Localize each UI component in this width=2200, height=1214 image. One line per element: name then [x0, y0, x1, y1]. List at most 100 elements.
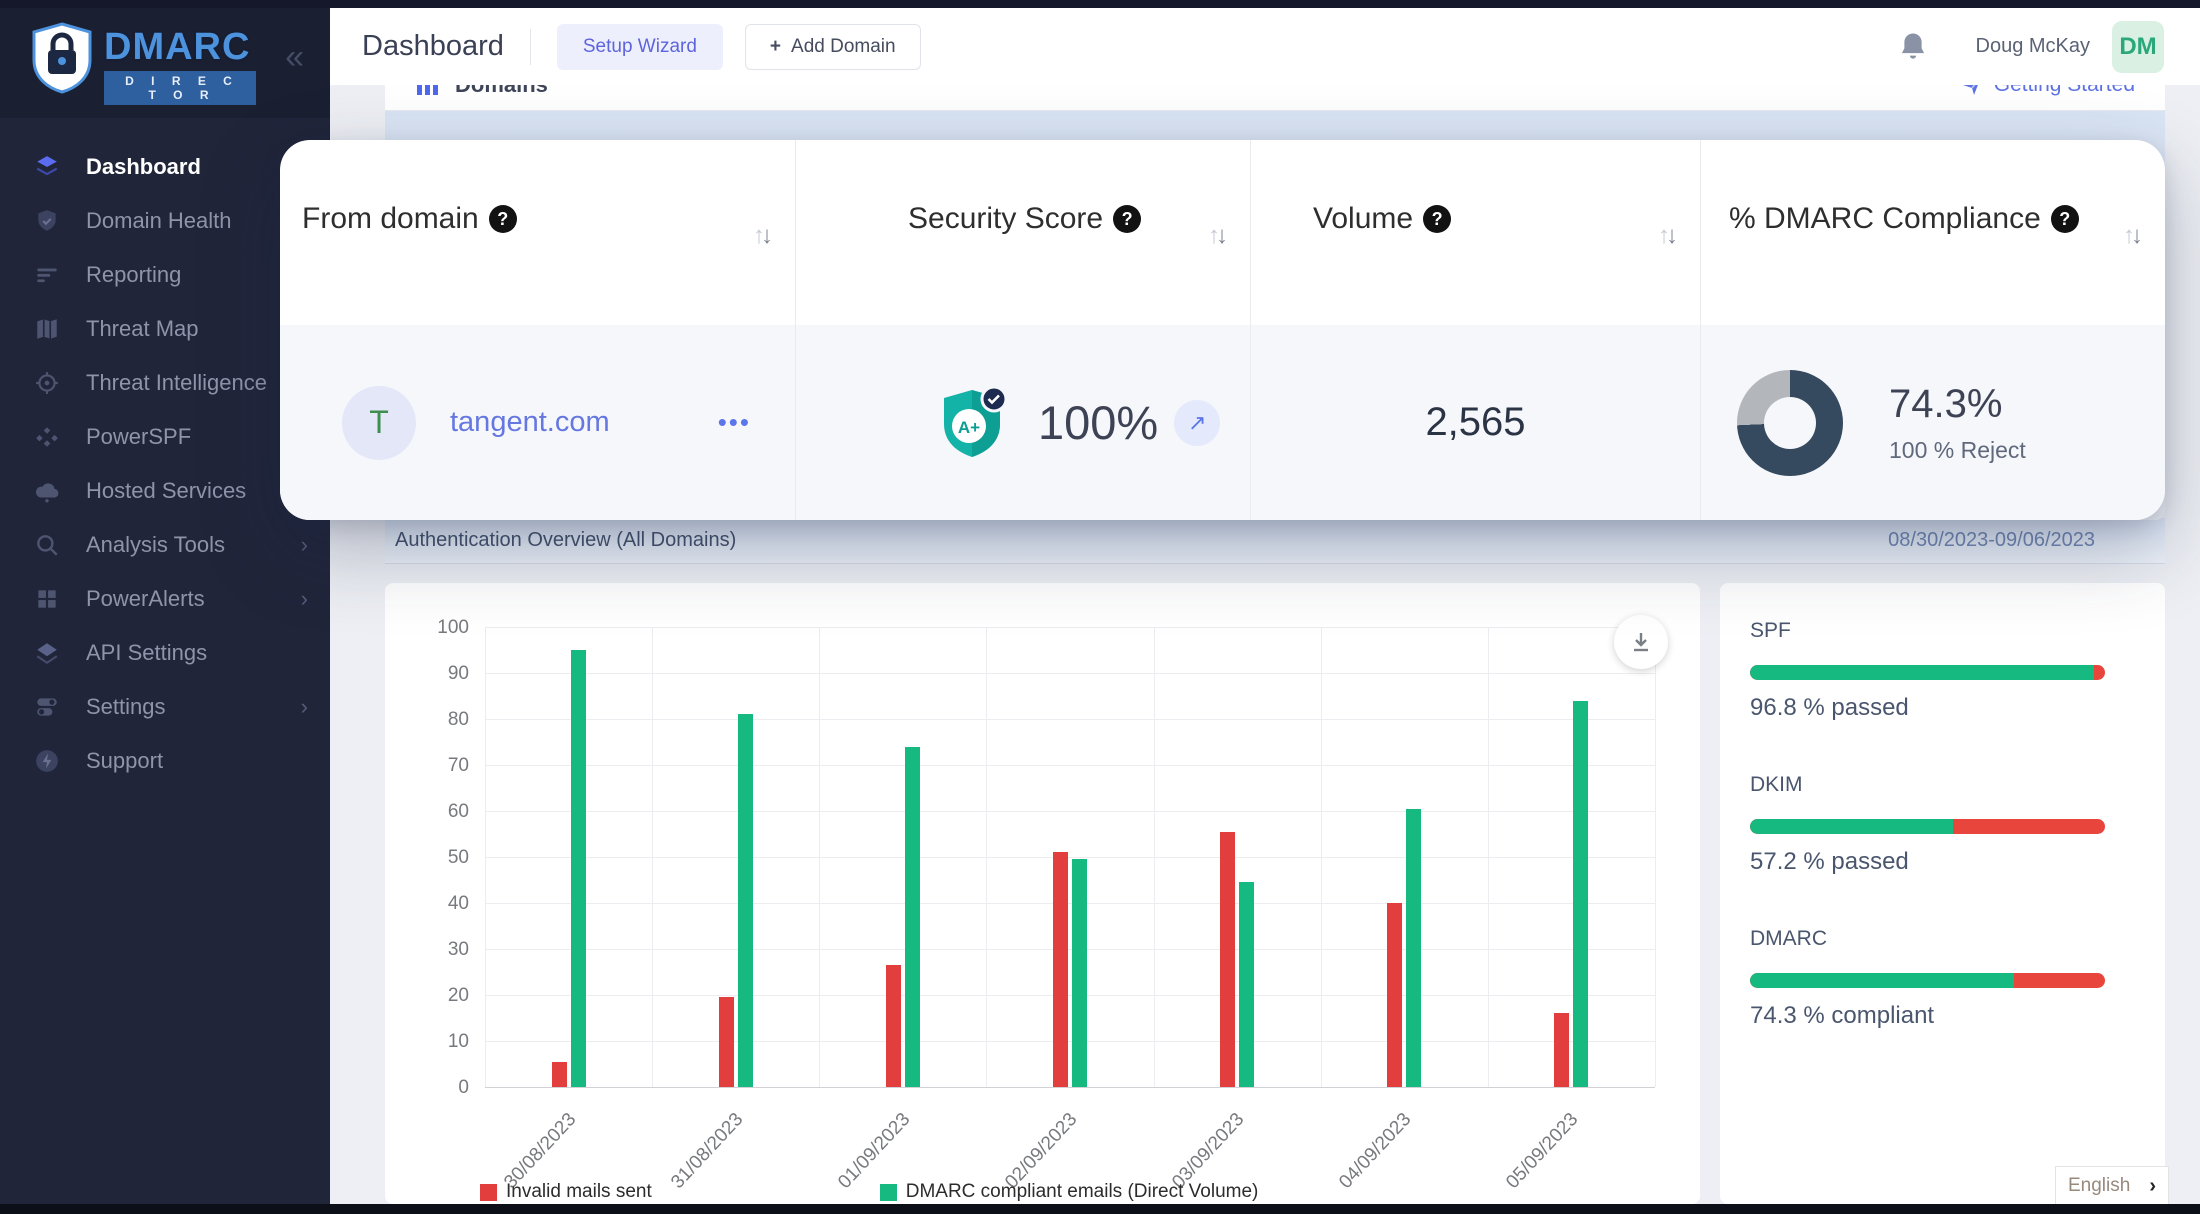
domain-table-popup: From domain ? ↑↓ Security Score ? ↑↓ Vol…: [280, 140, 2165, 520]
y-axis-tick: 20: [421, 985, 469, 1007]
chart-download-button[interactable]: [1614, 615, 1668, 669]
column-label: Security Score: [908, 202, 1103, 236]
table-row-security-score-cell: A+ 100% ↗: [795, 325, 1250, 520]
sidebar-item-api-settings[interactable]: API Settings: [0, 626, 330, 680]
help-icon[interactable]: ?: [1113, 205, 1141, 233]
chart-bar[interactable]: [1239, 882, 1254, 1087]
overview-date-range[interactable]: 08/30/2023-09/06/2023: [1888, 529, 2095, 552]
chart-legend: Invalid mails sent DMARC compliant email…: [480, 1181, 1258, 1203]
logo: DMARC D I R E C T O R «: [0, 0, 330, 118]
chart-bar[interactable]: [1072, 859, 1087, 1087]
chart-bar[interactable]: [738, 714, 753, 1087]
authentication-overview-band: Authentication Overview (All Domains) 08…: [385, 518, 2165, 564]
sidebar-item-analysis-tools[interactable]: Analysis Tools ›: [0, 518, 330, 572]
dkim-progress-bar: [1750, 819, 2105, 834]
legend-swatch: [480, 1184, 497, 1201]
sidebar-item-support[interactable]: Support: [0, 734, 330, 788]
column-header-dmarc-compliance[interactable]: % DMARC Compliance ? ↑↓: [1700, 140, 2165, 325]
chart-bar[interactable]: [905, 747, 920, 1087]
setup-wizard-button[interactable]: Setup Wizard: [557, 24, 723, 70]
avatar[interactable]: DM: [2112, 21, 2164, 73]
brand-name: DMARC: [104, 26, 256, 69]
column-header-from-domain[interactable]: From domain ? ↑↓: [280, 140, 795, 325]
help-icon[interactable]: ?: [489, 205, 517, 233]
y-axis-tick: 70: [421, 755, 469, 777]
y-axis-tick: 30: [421, 939, 469, 961]
chart-bar[interactable]: [1053, 852, 1068, 1087]
add-domain-button[interactable]: +Add Domain: [745, 24, 921, 70]
shield-check-icon: [34, 208, 60, 234]
volume-value: 2,565: [1425, 400, 1525, 445]
sort-arrows[interactable]: ↑↓: [1208, 222, 1224, 250]
chart-bar[interactable]: [1220, 832, 1235, 1087]
legend-swatch: [880, 1184, 897, 1201]
help-icon[interactable]: ?: [1423, 205, 1451, 233]
row-menu-dots-icon[interactable]: •••: [718, 407, 751, 438]
sort-arrows[interactable]: ↑↓: [753, 222, 769, 250]
report-lines-icon: [34, 262, 60, 288]
security-score-value: 100%: [1038, 395, 1158, 450]
y-axis-tick: 90: [421, 663, 469, 685]
column-header-security-score[interactable]: Security Score ? ↑↓: [795, 140, 1250, 325]
brand-subtitle: D I R E C T O R: [104, 71, 256, 105]
map-icon: [34, 316, 60, 342]
chevron-right-icon: ›: [2149, 1175, 2156, 1198]
compliance-percent: 74.3%: [1889, 382, 2026, 427]
chart-plot: 010203040506070809010030/08/202331/08/20…: [485, 627, 1655, 1087]
y-axis-tick: 50: [421, 847, 469, 869]
target-icon: [34, 370, 60, 396]
authentication-chart-card: 010203040506070809010030/08/202331/08/20…: [385, 583, 1700, 1204]
chart-bar[interactable]: [1573, 701, 1588, 1087]
help-icon[interactable]: ?: [2051, 205, 2079, 233]
notifications-bell-icon[interactable]: [1898, 31, 1928, 63]
x-axis-tick: 04/09/2023: [1318, 1109, 1416, 1212]
screen: DMARC D I R E C T O R « Dashboard Domain…: [0, 0, 2200, 1214]
column-header-volume[interactable]: Volume ? ↑↓: [1250, 140, 1700, 325]
chart-bar[interactable]: [719, 997, 734, 1087]
page-title: Dashboard: [362, 30, 504, 63]
sidebar-item-settings[interactable]: Settings ›: [0, 680, 330, 734]
auth-results-panel: SPF 96.8 % passed DKIM 57.2 % passed DMA…: [1720, 583, 2165, 1204]
chart-bar[interactable]: [571, 650, 586, 1087]
divider: [530, 29, 531, 65]
metric-bar-fill: [1750, 819, 1953, 834]
y-axis-tick: 40: [421, 893, 469, 915]
y-axis-tick: 10: [421, 1031, 469, 1053]
chart-bar[interactable]: [1387, 903, 1402, 1087]
y-axis-tick: 100: [421, 617, 469, 639]
sidebar-item-poweralerts[interactable]: PowerAlerts ›: [0, 572, 330, 626]
sort-arrows[interactable]: ↑↓: [2123, 222, 2139, 250]
chart-bar[interactable]: [886, 965, 901, 1087]
user-name[interactable]: Doug McKay: [1976, 35, 2091, 58]
y-axis-tick: 80: [421, 709, 469, 731]
grid-icon: [34, 586, 60, 612]
sort-arrows[interactable]: ↑↓: [1658, 222, 1674, 250]
legend-item-compliant[interactable]: DMARC compliant emails (Direct Volume): [880, 1181, 1259, 1203]
chart-bar[interactable]: [552, 1062, 567, 1087]
layers-icon: [34, 154, 60, 180]
chevron-right-icon: ›: [301, 532, 308, 558]
language-selector[interactable]: English ›: [2055, 1166, 2169, 1206]
chart-bar[interactable]: [1554, 1013, 1569, 1087]
spf-progress-bar: [1750, 665, 2105, 680]
domain-initial-avatar: T: [342, 386, 416, 460]
grade-shield-icon: A+: [936, 384, 1010, 462]
sidebar-collapse-icon[interactable]: «: [285, 40, 304, 74]
plus-icon: +: [770, 36, 781, 57]
column-label: % DMARC Compliance: [1729, 202, 2041, 236]
toggles-icon: [34, 694, 60, 720]
domain-link[interactable]: tangent.com: [450, 406, 610, 439]
download-icon: [1629, 630, 1653, 654]
column-label: Volume: [1313, 202, 1413, 236]
chart-bar[interactable]: [1406, 809, 1421, 1087]
chevron-right-icon: ›: [301, 694, 308, 720]
top-window-strip: [0, 0, 2200, 8]
topbar: Dashboard Setup Wizard +Add Domain Doug …: [330, 8, 2200, 85]
chevron-right-icon: ›: [301, 586, 308, 612]
diamond-icon: [34, 640, 60, 666]
y-axis-tick: 0: [421, 1077, 469, 1099]
search-icon: [34, 532, 60, 558]
legend-item-invalid[interactable]: Invalid mails sent: [480, 1181, 652, 1203]
score-external-link-icon[interactable]: ↗: [1174, 400, 1220, 446]
overview-title: Authentication Overview (All Domains): [395, 529, 736, 552]
